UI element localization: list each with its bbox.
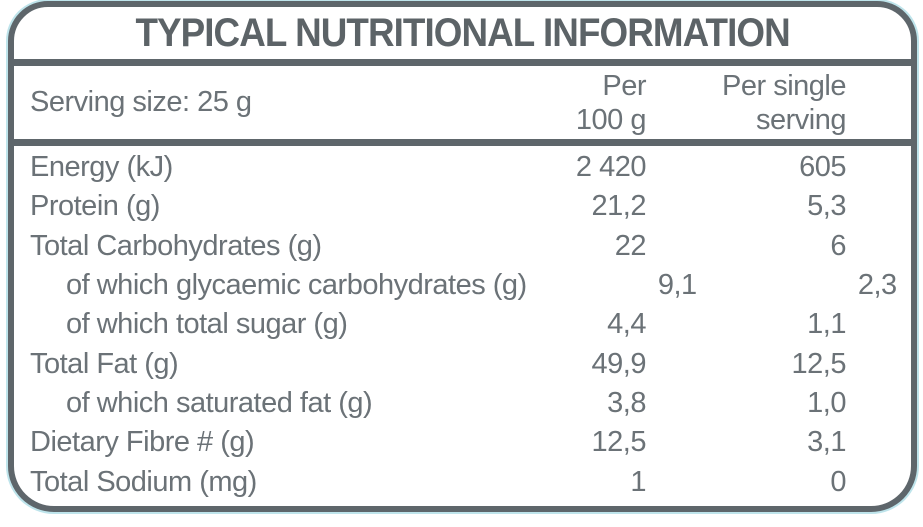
table-body: Energy (kJ) 2 420 605 Protein (g) 21,2 5… bbox=[14, 146, 911, 506]
row-value-per-serving: 605 bbox=[799, 151, 846, 184]
column-header-per-serving: Per single serving bbox=[646, 69, 911, 137]
column-header-per-100g-line1: Per bbox=[602, 69, 646, 102]
row-value-per-100g: 21,2 bbox=[591, 190, 647, 223]
row-label: of which glycaemic carbohydrates (g) bbox=[66, 269, 527, 302]
row-value-per-serving: 6 bbox=[830, 229, 846, 262]
row-label: of which total sugar (g) bbox=[66, 308, 348, 341]
row-value-per-100g: 12,5 bbox=[591, 426, 647, 459]
column-header-per-100g-line2: 100 g bbox=[575, 103, 647, 136]
row-value-per-100g: 22 bbox=[614, 229, 647, 262]
table-row-total-sugar: of which total sugar (g) 4,4 1,1 bbox=[14, 305, 911, 344]
table-title: TYPICAL NUTRITIONAL INFORMATION bbox=[135, 10, 790, 55]
table-title-band: TYPICAL NUTRITIONAL INFORMATION bbox=[14, 7, 911, 59]
table-row-energy: Energy (kJ) 2 420 605 bbox=[14, 148, 911, 187]
column-header-per-serving-line1: Per single bbox=[722, 69, 846, 102]
row-label: Energy (kJ) bbox=[30, 151, 173, 184]
column-header-per-serving-line2: serving bbox=[756, 103, 847, 136]
table-row-glycaemic-carbohydrates: of which glycaemic carbohydrates (g) 9,1… bbox=[14, 266, 911, 305]
divider-below-header bbox=[14, 139, 911, 146]
row-value-per-serving: 1,0 bbox=[807, 387, 846, 420]
row-value-per-100g: 49,9 bbox=[591, 347, 647, 380]
table-row-protein: Protein (g) 21,2 5,3 bbox=[14, 187, 911, 226]
nutrition-table: TYPICAL NUTRITIONAL INFORMATION Serving … bbox=[8, 1, 917, 512]
row-label: Total Carbohydrates (g) bbox=[30, 229, 322, 262]
divider-below-title bbox=[14, 59, 911, 66]
row-value-per-serving: 12,5 bbox=[791, 347, 847, 380]
table-row-total-fat: Total Fat (g) 49,9 12,5 bbox=[14, 345, 911, 384]
row-label: of which saturated fat (g) bbox=[66, 387, 373, 420]
row-value-per-100g: 3,8 bbox=[607, 387, 646, 420]
table-row-saturated-fat: of which saturated fat (g) 3,8 1,0 bbox=[14, 384, 911, 423]
column-header-row: Serving size: 25 g Per 100 g Per single … bbox=[14, 66, 911, 139]
row-label: Total Sodium (mg) bbox=[30, 465, 257, 498]
row-value-per-100g: 1 bbox=[630, 465, 646, 498]
table-row-dietary-fibre: Dietary Fibre # (g) 12,5 3,1 bbox=[14, 423, 911, 462]
table-row-total-sodium: Total Sodium (mg) 1 0 bbox=[14, 463, 911, 502]
column-header-per-100g: Per 100 g bbox=[476, 69, 647, 137]
row-value-per-serving: 5,3 bbox=[807, 190, 846, 223]
row-value-per-100g: 4,4 bbox=[607, 308, 646, 341]
row-value-per-serving: 3,1 bbox=[807, 426, 846, 459]
row-label: Total Fat (g) bbox=[30, 347, 179, 380]
table-row-total-carbohydrates: Total Carbohydrates (g) 22 6 bbox=[14, 227, 911, 266]
row-value-per-100g: 9,1 bbox=[657, 269, 697, 302]
row-value-per-serving: 2,3 bbox=[857, 269, 897, 302]
row-value-per-serving: 1,1 bbox=[807, 308, 846, 341]
row-value-per-serving: 0 bbox=[830, 465, 846, 498]
serving-size-label: Serving size: 25 g bbox=[30, 86, 252, 118]
row-label: Protein (g) bbox=[30, 190, 160, 223]
row-value-per-100g: 2 420 bbox=[575, 151, 647, 184]
row-label: Dietary Fibre # (g) bbox=[30, 426, 255, 459]
